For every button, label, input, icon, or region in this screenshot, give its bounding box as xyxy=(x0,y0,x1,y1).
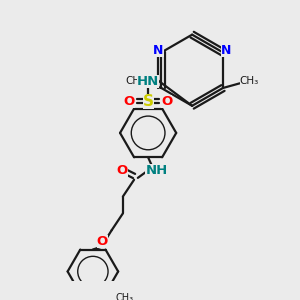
Text: CH₃: CH₃ xyxy=(125,76,145,85)
Text: CH₃: CH₃ xyxy=(115,293,133,300)
Text: HN: HN xyxy=(137,75,159,88)
Text: O: O xyxy=(97,235,108,248)
Text: O: O xyxy=(161,94,172,108)
Text: N: N xyxy=(220,44,231,57)
Text: O: O xyxy=(124,94,135,108)
Text: S: S xyxy=(142,94,154,109)
Text: NH: NH xyxy=(146,164,168,177)
Text: CH₃: CH₃ xyxy=(239,76,259,85)
Text: O: O xyxy=(116,164,128,177)
Text: N: N xyxy=(153,44,164,57)
